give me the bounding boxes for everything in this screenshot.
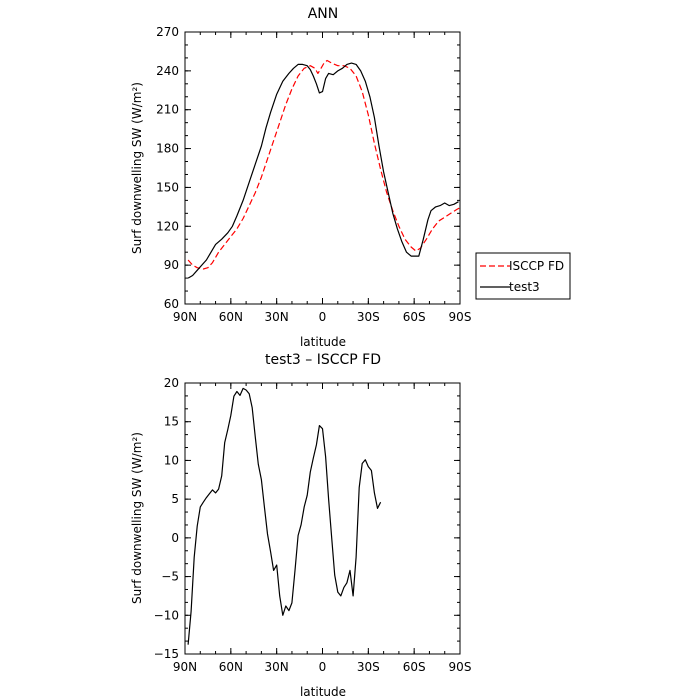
bottom-x-axis: 90N 60N 30N 0 30S 60S 90S <box>173 383 472 674</box>
top-x-tick-label: 90N <box>173 310 197 324</box>
top-panel: ANN 60 90 120 150 180 210 240 270 90N 60N 30N 0 30S… <box>130 6 571 349</box>
bottom-plot-frame <box>184 382 461 655</box>
bottom-panel: test3 – ISCCP FD −15 −10 −5 0 5 10 15 20 90N 60N… <box>130 352 471 699</box>
legend-label-isccp-fd: ISCCP FD <box>509 259 564 273</box>
bottom-x-tick-label: 90S <box>449 660 472 674</box>
bottom-series-group <box>187 387 382 645</box>
top-x-tick-label: 60S <box>403 310 426 324</box>
bottom-y-tick-label: 20 <box>164 376 179 390</box>
top-x-tick-label: 90S <box>449 310 472 324</box>
bottom-y-tick-label: 15 <box>164 415 179 429</box>
bottom-y-tick-label: 0 <box>171 531 179 545</box>
legend-box <box>475 252 571 300</box>
top-y-tick-label: 180 <box>156 142 179 156</box>
bottom-x-tick-label: 30N <box>265 660 289 674</box>
bottom-x-tick-label: 90N <box>173 660 197 674</box>
bottom-y-tick-label: −10 <box>154 608 179 622</box>
top-y-tick-label: 150 <box>156 180 179 194</box>
bottom-series-line-0 <box>187 387 382 645</box>
top-chart-title: ANN <box>308 6 339 22</box>
top-x-tick-label: 60N <box>219 310 243 324</box>
top-x-axis-label: latitude <box>300 335 346 349</box>
bottom-y-axis-label: Surf downwelling SW (W/m²) <box>130 432 144 604</box>
bottom-x-tick-label: 60N <box>219 660 243 674</box>
top-series-line-isccp-fd <box>187 59 460 270</box>
legend-label-test3: test3 <box>509 280 540 294</box>
top-y-axis: 60 90 120 150 180 210 240 270 <box>156 25 460 311</box>
top-x-axis: 90N 60N 30N 0 30S 60S 90S <box>173 32 472 324</box>
top-y-tick-label: 120 <box>156 219 179 233</box>
top-plot-frame <box>184 31 461 305</box>
bottom-x-tick-label: 60S <box>403 660 426 674</box>
bottom-chart-title: test3 – ISCCP FD <box>265 352 381 368</box>
bottom-x-axis-label: latitude <box>300 685 346 699</box>
top-y-tick-label: 270 <box>156 25 179 39</box>
bottom-y-axis: −15 −10 −5 0 5 10 15 20 <box>154 376 460 661</box>
legend: ISCCP FD test3 <box>475 252 571 300</box>
bottom-x-tick-label: 30S <box>357 660 380 674</box>
top-y-axis-label: Surf downwelling SW (W/m²) <box>130 82 144 254</box>
top-series-group <box>187 59 460 279</box>
top-series-line-test3 <box>187 62 459 279</box>
bottom-y-tick-label: 10 <box>164 453 179 467</box>
top-y-tick-label: 210 <box>156 103 179 117</box>
top-x-tick-label: 30N <box>265 310 289 324</box>
bottom-y-tick-label: −5 <box>161 570 179 584</box>
top-y-tick-label: 60 <box>164 297 179 311</box>
top-x-tick-label: 30S <box>357 310 380 324</box>
bottom-x-tick-label: 0 <box>319 660 327 674</box>
top-y-tick-label: 90 <box>164 258 179 272</box>
top-x-tick-label: 0 <box>319 310 327 324</box>
top-y-tick-label: 240 <box>156 64 179 78</box>
bottom-y-tick-label: 5 <box>171 492 179 506</box>
bottom-y-tick-label: −15 <box>154 647 179 661</box>
